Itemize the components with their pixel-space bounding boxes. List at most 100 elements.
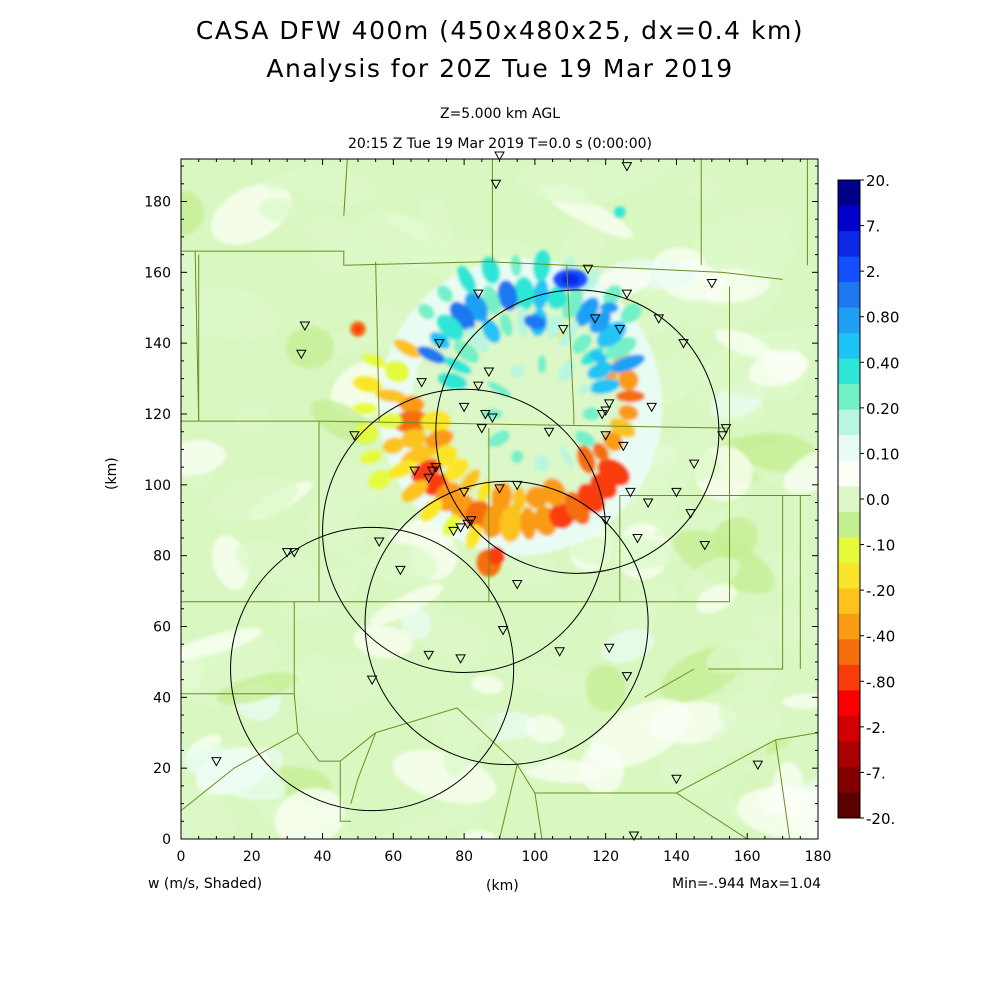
- field-patch: [459, 829, 496, 839]
- station-marker: [511, 480, 523, 491]
- w-blob: [610, 354, 645, 373]
- w-blob: [558, 360, 575, 382]
- colorbar-swatch: [838, 588, 860, 615]
- w-blob: [516, 306, 528, 339]
- w-blob: [537, 355, 547, 374]
- colorbar-swatch: [838, 664, 860, 691]
- colorbar-swatch: [838, 639, 860, 666]
- field-patch: [258, 197, 298, 222]
- w-blob: [429, 331, 451, 349]
- station-marker: [621, 162, 633, 172]
- w-blob: [589, 310, 612, 334]
- boundary-line: [339, 707, 536, 794]
- chart-subtitle: Analysis for 20Z Tue 19 Mar 2019: [266, 54, 734, 83]
- colorbar-swatch: [838, 358, 860, 385]
- station-marker: [455, 654, 466, 664]
- boundary-line: [181, 693, 299, 812]
- station-marker: [483, 367, 495, 378]
- y-tick-label: 140: [144, 336, 171, 352]
- station-markers: [211, 151, 764, 841]
- station-marker: [409, 466, 420, 477]
- w-blob: [375, 389, 407, 403]
- field-patch: [783, 448, 818, 494]
- station-marker: [455, 523, 466, 533]
- colorbar-swatch: [838, 205, 860, 232]
- y-tick-label: 100: [144, 478, 171, 494]
- w-blob: [614, 206, 626, 218]
- colorbar: 20. 7. 2. 0.80 0.40 0.20 0.10 0.0 -.10 -.20 -.40 -.…: [837, 172, 899, 828]
- w-blob: [435, 444, 458, 466]
- w-blob: [620, 303, 642, 324]
- colorbar-swatch: [838, 690, 860, 717]
- station-marker: [589, 314, 601, 324]
- y-tick-label: 60: [153, 620, 171, 636]
- w-blob: [512, 486, 526, 512]
- field-patch: [181, 440, 227, 477]
- field-patch: [749, 609, 818, 650]
- y-axis-label: (km): [104, 457, 120, 490]
- field-patch: [368, 541, 438, 583]
- w-blob: [353, 376, 383, 393]
- axes: [180, 159, 819, 840]
- w-blob: [368, 470, 391, 490]
- w-blob: [400, 428, 427, 449]
- w-blob: [393, 338, 421, 358]
- field-patch: [181, 247, 199, 294]
- w-blob: [398, 395, 425, 414]
- colorbar-label: 0.40: [866, 354, 899, 372]
- w-blob: [597, 458, 631, 486]
- field-patch: [696, 584, 737, 614]
- field-patch: [471, 675, 504, 695]
- station-marker: [596, 410, 608, 420]
- station-marker: [653, 314, 665, 324]
- colorbar-label: -2.: [866, 719, 886, 737]
- w-blob: [546, 314, 563, 339]
- w-blob: [534, 455, 550, 472]
- colorbar-swatch: [838, 537, 860, 564]
- field-patch: [736, 787, 818, 839]
- level-label: Z=5.000 km AGL: [439, 106, 561, 122]
- field-patch: [216, 672, 298, 705]
- field-patch: [261, 169, 338, 192]
- county-boundaries: [181, 159, 818, 839]
- colorbar-swatch: [838, 486, 860, 513]
- w-blob: [600, 302, 619, 314]
- w-blob: [425, 429, 454, 449]
- field-patch: [353, 625, 413, 659]
- field-patch: [507, 664, 605, 699]
- station-marker: [299, 321, 311, 331]
- w-blob: [465, 524, 483, 549]
- colorbar-label: -.80: [866, 673, 895, 691]
- field-patch: [744, 646, 776, 699]
- field-patch: [181, 780, 238, 839]
- station-marker: [642, 498, 654, 509]
- field-patch: [274, 788, 345, 839]
- field-patch: [579, 744, 625, 795]
- field-patch: [383, 805, 485, 839]
- boundary-line: [644, 668, 695, 698]
- field-patch: [286, 326, 335, 369]
- colorbar-swatch: [838, 562, 860, 589]
- y-tick-label: 0: [162, 832, 171, 848]
- field-patch: [734, 235, 790, 280]
- w-blob: [582, 268, 600, 294]
- radar-range-ring: [230, 526, 515, 812]
- field-patch: [585, 665, 626, 712]
- station-marker: [395, 565, 406, 576]
- boundary-line: [676, 792, 748, 839]
- station-marker: [632, 533, 643, 544]
- field-patch: [236, 539, 316, 588]
- w-blob: [481, 256, 501, 285]
- w-blob: [362, 354, 387, 368]
- colorbar-swatch: [838, 307, 860, 334]
- field-patch: [181, 669, 224, 710]
- field-patch: [418, 612, 490, 664]
- w-blob: [391, 410, 431, 433]
- boundary-line: [343, 159, 348, 216]
- w-blob: [615, 390, 645, 403]
- station-marker: [288, 548, 300, 558]
- field-patch: [713, 517, 759, 560]
- station-marker: [706, 278, 718, 289]
- colorbar-swatch: [838, 384, 860, 411]
- w-blob: [377, 412, 403, 430]
